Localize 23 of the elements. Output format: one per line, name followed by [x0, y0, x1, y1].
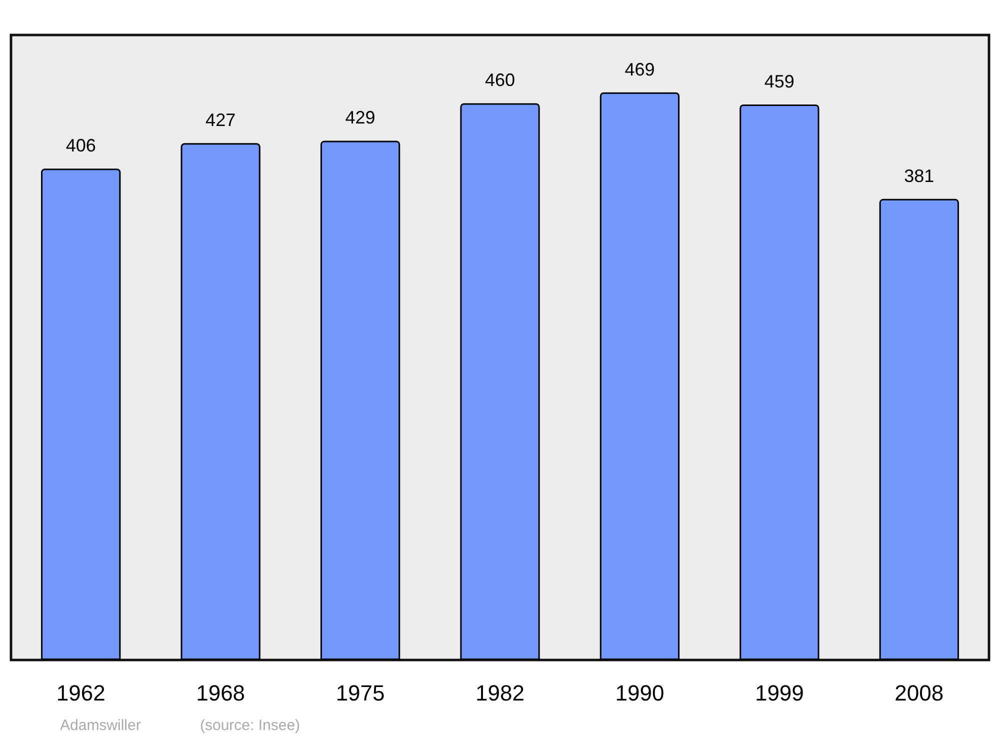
- x-tick-label: 2008: [894, 680, 944, 706]
- bar: [41, 168, 121, 660]
- x-tick-label: 1982: [476, 680, 524, 706]
- bar: [740, 104, 820, 660]
- data-label: 469: [624, 59, 655, 80]
- bar: [600, 92, 680, 660]
- bar: [879, 198, 959, 660]
- x-tick-label: 1975: [336, 680, 385, 706]
- x-tick-label: 1962: [56, 680, 106, 706]
- data-label: 459: [764, 71, 794, 92]
- data-label: 381: [904, 166, 934, 186]
- bar: [180, 143, 260, 660]
- x-tick-label: 1968: [196, 680, 246, 706]
- text: Adamswiller: [60, 717, 141, 734]
- bar: [460, 103, 540, 660]
- data-label: 460: [484, 70, 516, 90]
- data-label: 406: [66, 136, 96, 156]
- x-tick-label: 1990: [615, 680, 664, 706]
- data-label: 427: [206, 110, 236, 130]
- x-tick-label: 1999: [754, 680, 804, 706]
- data-label: 429: [345, 108, 376, 128]
- text: (source: Insee): [200, 717, 300, 734]
- bar: [320, 140, 400, 660]
